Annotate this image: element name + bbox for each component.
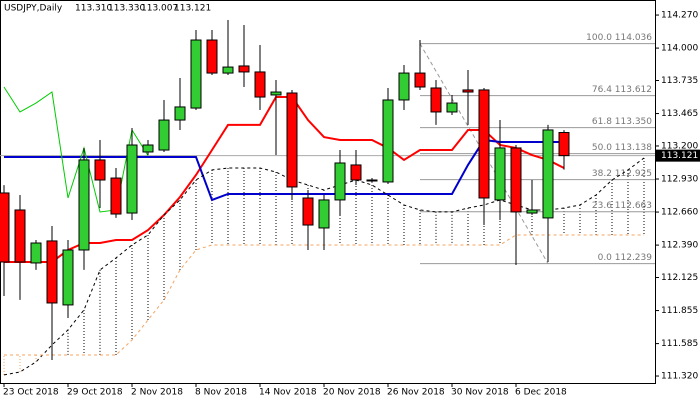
candle-body — [270, 91, 282, 96]
fib-label: 50.0 113.138 — [592, 143, 652, 153]
x-tick-label: 14 Nov 2018 — [259, 388, 317, 398]
candle-body — [142, 144, 154, 153]
candle-body — [174, 106, 186, 121]
quote-value: 113.121 — [174, 4, 211, 14]
candle-body — [318, 199, 330, 229]
candle-body — [206, 39, 218, 74]
candle-body — [478, 89, 490, 199]
candle-body — [382, 99, 394, 183]
y-tick-label: 112.930 — [661, 175, 698, 185]
candle-body — [78, 159, 90, 251]
fib-label: 23.6 112.663 — [592, 201, 652, 211]
y-tick-label: 113.735 — [661, 76, 698, 86]
x-tick-label: 30 Nov 2018 — [451, 388, 509, 398]
x-tick-label: 8 Nov 2018 — [195, 388, 247, 398]
candle-body — [558, 132, 570, 157]
fib-label: 76.4 113.612 — [592, 85, 652, 95]
indicator-line — [4, 138, 564, 202]
y-tick-label: 112.660 — [661, 208, 698, 218]
x-tick-label: 26 Nov 2018 — [387, 388, 445, 398]
candle-body — [414, 72, 426, 88]
candle-body — [126, 144, 138, 214]
candle-body — [302, 197, 314, 226]
candle-body — [510, 147, 522, 213]
candle-body — [110, 177, 122, 215]
indicator-line — [3, 157, 645, 376]
fib-label: 0.0 112.239 — [598, 253, 653, 263]
candle-body — [30, 242, 42, 264]
candle-body — [158, 119, 170, 151]
indicator-line — [3, 86, 149, 213]
candle-body — [398, 72, 410, 101]
fib-label: 61.8 113.350 — [592, 117, 652, 127]
y-tick-label: 111.855 — [661, 306, 698, 316]
quote-value: 113.007 — [141, 4, 178, 14]
x-tick-label: 23 Oct 2018 — [3, 388, 59, 398]
x-tick-label: 6 Dec 2018 — [515, 388, 567, 398]
indicator-line — [4, 96, 565, 263]
candle-body — [238, 65, 250, 73]
candle-body — [494, 147, 506, 201]
symbol-title: USDJPY,Daily — [4, 4, 63, 14]
y-tick-label: 111.585 — [661, 339, 698, 349]
fib-label: 38.2 112.925 — [592, 169, 652, 179]
candle-body — [542, 129, 554, 219]
x-tick-label: 2 Nov 2018 — [131, 388, 183, 398]
last-price-label: 113.121 — [661, 151, 698, 161]
quote-value: 113.330 — [108, 4, 145, 14]
candle-body — [430, 87, 442, 113]
y-tick-label: 114.270 — [661, 11, 698, 21]
y-tick-label: 113.200 — [661, 141, 698, 151]
candle-body — [254, 71, 266, 98]
x-tick-label: 20 Nov 2018 — [323, 388, 381, 398]
candle-body — [366, 179, 378, 182]
candle-body — [94, 159, 106, 181]
candle-body — [446, 102, 458, 113]
candle-body — [46, 240, 58, 304]
candle-body — [190, 39, 202, 109]
fib-label: 100.0 114.036 — [586, 33, 652, 43]
candle-body — [526, 209, 538, 214]
plot-frame — [0, 0, 656, 384]
candle-body — [350, 164, 362, 181]
y-tick-label: 113.465 — [661, 109, 698, 119]
quote-value: 113.310 — [75, 4, 112, 14]
candle-body — [334, 162, 346, 201]
x-tick-label: 29 Oct 2018 — [67, 388, 123, 398]
candle-body — [62, 249, 74, 306]
candle-body — [14, 209, 26, 263]
y-tick-label: 111.320 — [661, 372, 698, 382]
y-tick-label: 114.000 — [661, 44, 698, 54]
y-tick-label: 112.390 — [661, 241, 698, 251]
y-tick-label: 112.125 — [661, 273, 698, 283]
candle-body — [286, 92, 298, 188]
candle-body — [222, 66, 234, 74]
candle-body — [0, 192, 10, 263]
last-price-box — [656, 149, 700, 162]
candle-body — [462, 89, 474, 93]
